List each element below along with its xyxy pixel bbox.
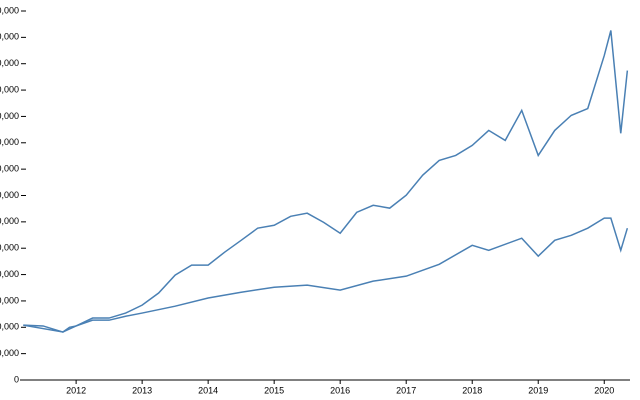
y-tick-label: 300,000: [0, 295, 19, 305]
x-tick-label: 2013: [132, 385, 152, 395]
y-tick-label: 0: [14, 374, 19, 384]
y-tick-label: 500,000: [0, 243, 19, 253]
y-tick-label: 1,100,000: [0, 84, 19, 94]
y-tick-label: 1,400,000: [0, 5, 19, 15]
y-tick-label: 200,000: [0, 322, 19, 332]
y-tick-label: 1,200,000: [0, 58, 19, 68]
y-tick-label: 400,000: [0, 269, 19, 279]
line: [23, 217, 629, 333]
x-tick-label: 2019: [528, 385, 548, 395]
x-tick-label: 2018: [462, 385, 482, 395]
y-tick-label: 100,000: [0, 348, 19, 358]
x-tick-label: 2014: [198, 385, 218, 395]
x-tick-label: 2016: [330, 385, 350, 395]
x-tick-label: 2020: [594, 385, 614, 395]
y-tick-label: 700,000: [0, 190, 19, 200]
y-tick-label: 600,000: [0, 216, 19, 226]
x-tick-label: 2017: [396, 385, 416, 395]
x-tick-label: 2015: [264, 385, 284, 395]
y-tick-label: 800,000: [0, 164, 19, 174]
y-tick-label: 1,300,000: [0, 32, 19, 42]
x-tick-label: 2012: [66, 385, 86, 395]
y-tick-label: 1,000,000: [0, 111, 19, 121]
line: [23, 30, 629, 333]
y-tick-label: 900,000: [0, 137, 19, 147]
